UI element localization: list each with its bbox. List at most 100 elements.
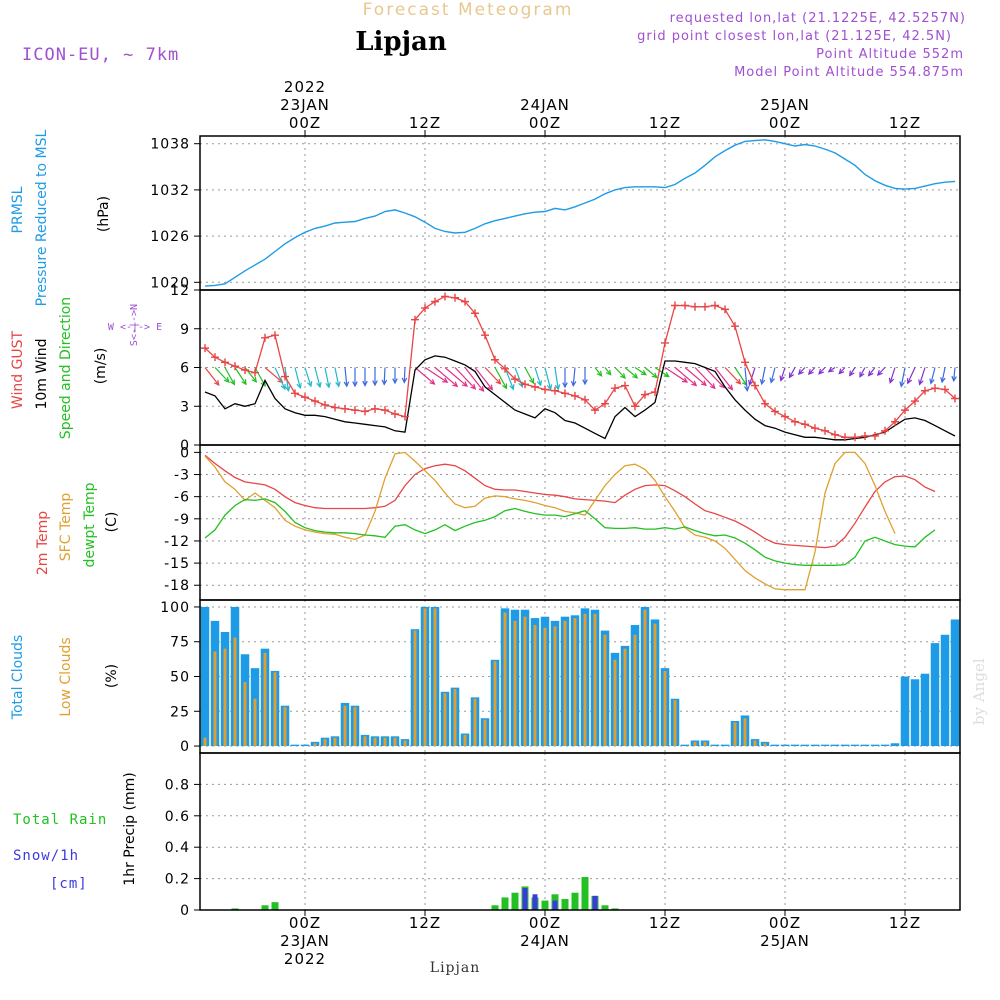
wind-arrow-head	[769, 377, 775, 384]
wind-arrow-shaft	[907, 367, 916, 384]
rain-bar	[561, 899, 569, 910]
wind-arrow-shaft	[464, 367, 484, 392]
top-time-label: 2022	[284, 78, 326, 96]
low-clouds-bar	[353, 707, 357, 747]
rain-bar	[501, 897, 509, 910]
gust-marker	[751, 381, 759, 390]
low-clouds-bar	[543, 627, 547, 747]
wind-arrow-head	[285, 385, 291, 392]
wind-arrow	[454, 367, 477, 390]
wind-arrow	[334, 367, 341, 388]
wind-arrow-head	[478, 385, 485, 393]
wind-arrow	[867, 367, 876, 377]
wind-arrow-shaft	[324, 367, 330, 388]
wind-arrow-shaft	[594, 367, 603, 377]
gust-marker	[591, 406, 599, 415]
gust-marker	[361, 407, 369, 416]
wind-arrow-head	[429, 379, 436, 385]
wind-arrow-head	[700, 380, 707, 387]
low-clouds-bar	[643, 609, 647, 747]
low-clouds-bar	[363, 736, 367, 747]
wind-arrow-head	[509, 384, 515, 391]
wind-arrow-head	[838, 368, 845, 375]
watermark: by Angel	[970, 658, 988, 725]
wind-arrow	[748, 367, 756, 387]
gust-marker	[351, 406, 359, 415]
wind-arrow	[644, 367, 658, 379]
gust-marker	[401, 412, 409, 421]
low-clouds-bar	[213, 651, 217, 747]
wind-arrow-shaft	[877, 367, 886, 376]
total-clouds-bar	[300, 744, 310, 747]
gust-marker	[331, 403, 339, 412]
wind-arrow	[674, 367, 698, 387]
wind-arrow-head	[570, 380, 577, 388]
wind-arrow-shaft	[744, 367, 748, 391]
wind-arrow	[372, 367, 378, 387]
rain-bar	[491, 905, 499, 910]
y-tick-label: 0.2	[165, 872, 190, 888]
top-time-label: 12Z	[409, 114, 441, 132]
wind-arrow	[424, 366, 449, 383]
y-tick-label: -3	[174, 468, 190, 484]
wind-arrow-shaft	[798, 367, 806, 375]
gust-marker	[861, 431, 869, 440]
wind-arrow-head	[681, 377, 689, 383]
gust-marker	[791, 417, 799, 426]
wind-arrow-shaft	[494, 367, 507, 389]
wind-arrow-head	[487, 384, 494, 391]
total-clouds-bar	[900, 676, 910, 747]
low-clouds-bar	[373, 737, 377, 747]
rain-bar	[231, 908, 239, 910]
gust-marker	[271, 331, 279, 340]
gust-marker	[481, 331, 489, 340]
wind-arrow-head	[241, 379, 247, 386]
low-clouds-bar	[333, 737, 337, 747]
wind-arrow	[414, 367, 436, 385]
label-dewpt-temp: dewpt Temp	[82, 482, 98, 567]
gust-marker	[881, 426, 889, 435]
wind-arrow-shaft	[634, 366, 647, 376]
wind-arrow-shaft	[403, 367, 406, 383]
wind-arrow	[744, 367, 750, 392]
low-clouds-bar	[483, 719, 487, 747]
low-clouds-bar	[623, 648, 627, 747]
wind-arrow-head	[392, 378, 398, 385]
wind-arrow	[838, 367, 846, 375]
wind-arrow-head	[501, 383, 508, 390]
wind-arrow-shaft	[544, 367, 552, 390]
total-clouds-bar	[860, 744, 870, 747]
wind-arrow-head	[663, 371, 670, 378]
wind-arrow	[224, 367, 235, 386]
y-tick-label: 100	[160, 600, 190, 616]
wind-arrow	[818, 367, 826, 375]
wind-arrow-head	[442, 377, 449, 383]
wind-arrow-shaft	[684, 367, 707, 386]
gust-marker	[681, 301, 689, 310]
wind-arrow-shaft	[919, 367, 926, 385]
wind-arrow-head	[401, 377, 408, 384]
y-tick-label: 1032	[150, 183, 190, 199]
wind-arrow	[694, 367, 716, 390]
wind-arrow	[604, 367, 612, 376]
bottom-time-label: 2022	[284, 950, 326, 968]
wind-arrow-head	[536, 380, 543, 387]
gust-marker	[731, 322, 739, 331]
wind-arrow	[274, 367, 286, 391]
low-clouds-bar	[533, 625, 537, 747]
wind-arrow	[464, 367, 485, 393]
wind-arrow	[352, 367, 358, 388]
wind-arrow	[554, 367, 561, 391]
total-clouds-bar	[910, 679, 920, 747]
wind-arrow-head	[951, 375, 957, 383]
bottom-time-label: 24JAN	[520, 932, 570, 950]
gust-marker	[661, 338, 669, 347]
y-tick-label: 0.6	[165, 809, 190, 825]
cloud-labels: Total Clouds Low Clouds (%)	[10, 635, 120, 720]
rain-bar	[611, 908, 619, 910]
wind-arrow	[534, 367, 543, 387]
wind-arrow	[362, 367, 368, 387]
wind-arrow	[570, 367, 577, 388]
low-clouds-bar	[553, 626, 557, 747]
gust-marker	[761, 399, 769, 408]
